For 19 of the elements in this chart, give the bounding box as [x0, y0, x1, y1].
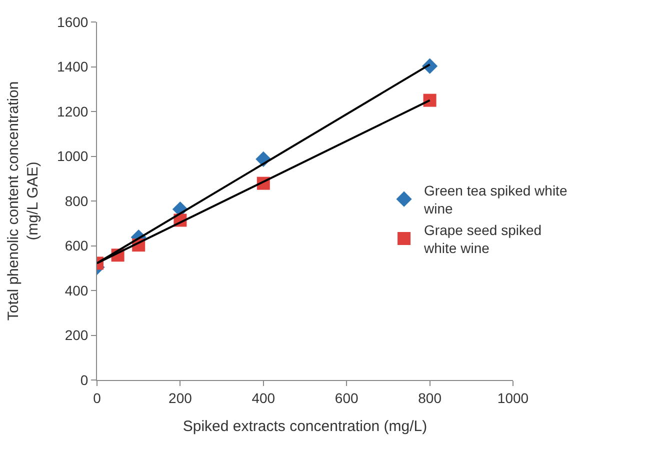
- x-tick-label: 400: [252, 390, 276, 406]
- y-axis-title: Total phenolic content concentration (mg/L GAE): [4, 81, 42, 321]
- y-tick-label: 1400: [57, 58, 88, 75]
- y-tick-label: 1200: [57, 103, 88, 120]
- x-tick-label: 200: [168, 390, 192, 406]
- x-tick-label: 1000: [497, 390, 529, 406]
- y-tick-label: 600: [64, 238, 88, 254]
- legend-label: Grape seed spiked white wine: [423, 222, 542, 256]
- y-tick-label: 0: [80, 372, 88, 388]
- y-tick-label: 200: [64, 327, 88, 344]
- x-axis-title: Spiked extracts concentration (mg/L): [182, 418, 428, 435]
- y-tick-label: 1600: [57, 14, 88, 30]
- legend-label: Green tea spiked white wine: [423, 182, 568, 217]
- x-tick-label: 800: [418, 390, 442, 406]
- y-tick-label: 800: [64, 192, 88, 209]
- x-tick-label: 600: [334, 390, 358, 406]
- y-tick-label: 400: [64, 282, 88, 298]
- y-tick-label: 1000: [57, 148, 88, 164]
- x-tick-label: 0: [93, 390, 102, 406]
